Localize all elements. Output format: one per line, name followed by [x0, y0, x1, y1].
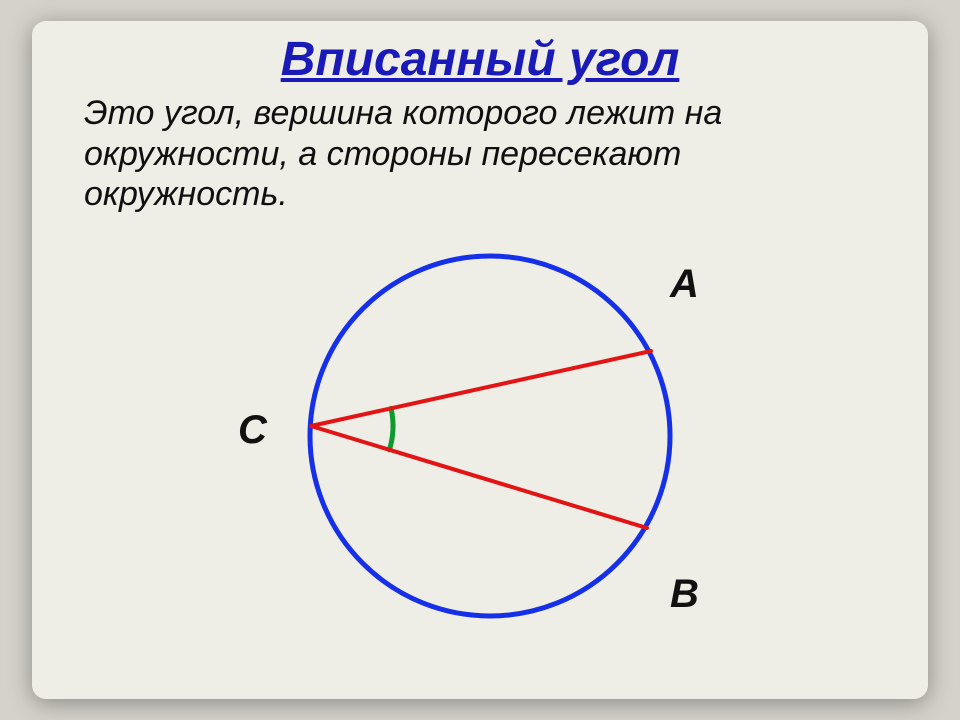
slide-inner: Вписанный угол Это угол, вершина которог…: [32, 21, 928, 699]
inscribed-angle-diagram: А В С: [130, 221, 830, 661]
angle-arc: [389, 408, 393, 449]
chord-CA: [311, 351, 651, 426]
label-B: В: [670, 572, 699, 616]
diagram-container: А В С: [32, 221, 928, 689]
slide-frame: Вписанный угол Это угол, вершина которог…: [32, 21, 928, 699]
chord-CB: [311, 426, 647, 528]
label-A: А: [669, 262, 699, 306]
circle-outline: [310, 256, 670, 616]
label-C: С: [238, 408, 268, 452]
slide-title: Вписанный угол: [32, 35, 928, 85]
definition-text: Это угол, вершина которого лежит на окру…: [84, 93, 886, 213]
